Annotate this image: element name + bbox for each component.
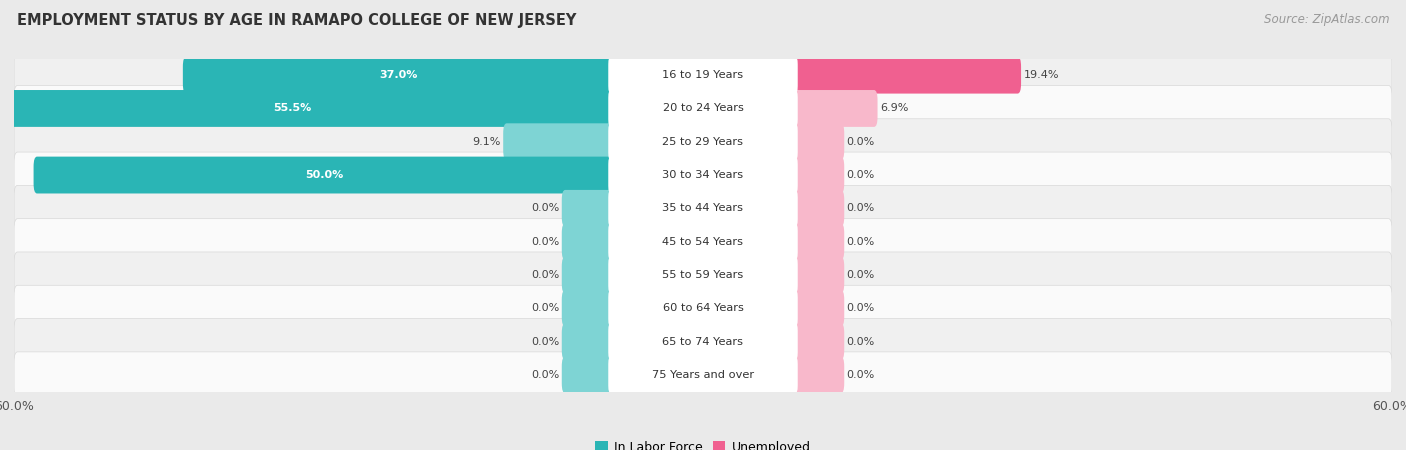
FancyBboxPatch shape [34, 157, 614, 194]
Text: 0.0%: 0.0% [846, 137, 875, 147]
Text: 0.0%: 0.0% [531, 337, 560, 347]
FancyBboxPatch shape [609, 289, 797, 328]
FancyBboxPatch shape [562, 323, 614, 360]
Text: 35 to 44 Years: 35 to 44 Years [662, 203, 744, 213]
FancyBboxPatch shape [609, 156, 797, 194]
FancyBboxPatch shape [609, 356, 797, 394]
FancyBboxPatch shape [14, 185, 1392, 231]
Text: 0.0%: 0.0% [846, 270, 875, 280]
Text: 60 to 64 Years: 60 to 64 Years [662, 303, 744, 313]
FancyBboxPatch shape [609, 122, 797, 161]
FancyBboxPatch shape [562, 190, 614, 227]
Text: 0.0%: 0.0% [531, 237, 560, 247]
Text: 25 to 29 Years: 25 to 29 Years [662, 137, 744, 147]
Text: 30 to 34 Years: 30 to 34 Years [662, 170, 744, 180]
FancyBboxPatch shape [792, 256, 844, 293]
FancyBboxPatch shape [562, 290, 614, 327]
FancyBboxPatch shape [14, 86, 1392, 131]
FancyBboxPatch shape [14, 52, 1392, 98]
Text: 0.0%: 0.0% [846, 170, 875, 180]
FancyBboxPatch shape [562, 256, 614, 293]
Text: 20 to 24 Years: 20 to 24 Years [662, 104, 744, 113]
Text: EMPLOYMENT STATUS BY AGE IN RAMAPO COLLEGE OF NEW JERSEY: EMPLOYMENT STATUS BY AGE IN RAMAPO COLLE… [17, 14, 576, 28]
FancyBboxPatch shape [792, 57, 1021, 94]
FancyBboxPatch shape [792, 190, 844, 227]
FancyBboxPatch shape [503, 123, 614, 160]
FancyBboxPatch shape [792, 157, 844, 194]
FancyBboxPatch shape [609, 222, 797, 261]
FancyBboxPatch shape [14, 285, 1392, 331]
Text: 0.0%: 0.0% [531, 203, 560, 213]
Text: 50.0%: 50.0% [305, 170, 343, 180]
FancyBboxPatch shape [792, 223, 844, 260]
FancyBboxPatch shape [0, 90, 614, 127]
Text: 45 to 54 Years: 45 to 54 Years [662, 237, 744, 247]
Text: 0.0%: 0.0% [531, 370, 560, 380]
Text: 0.0%: 0.0% [846, 237, 875, 247]
FancyBboxPatch shape [183, 57, 614, 94]
FancyBboxPatch shape [562, 356, 614, 393]
FancyBboxPatch shape [14, 252, 1392, 298]
Text: 37.0%: 37.0% [380, 70, 418, 80]
FancyBboxPatch shape [792, 290, 844, 327]
Text: 0.0%: 0.0% [846, 370, 875, 380]
Text: 0.0%: 0.0% [846, 303, 875, 313]
FancyBboxPatch shape [14, 319, 1392, 364]
Text: 0.0%: 0.0% [531, 270, 560, 280]
Text: 55.5%: 55.5% [273, 104, 312, 113]
FancyBboxPatch shape [609, 56, 797, 94]
FancyBboxPatch shape [14, 152, 1392, 198]
FancyBboxPatch shape [792, 123, 844, 160]
FancyBboxPatch shape [14, 119, 1392, 165]
FancyBboxPatch shape [609, 256, 797, 294]
Text: 0.0%: 0.0% [846, 203, 875, 213]
FancyBboxPatch shape [792, 323, 844, 360]
Text: 65 to 74 Years: 65 to 74 Years [662, 337, 744, 347]
Text: Source: ZipAtlas.com: Source: ZipAtlas.com [1264, 14, 1389, 27]
Text: 19.4%: 19.4% [1024, 70, 1059, 80]
Text: 16 to 19 Years: 16 to 19 Years [662, 70, 744, 80]
Text: 75 Years and over: 75 Years and over [652, 370, 754, 380]
FancyBboxPatch shape [609, 89, 797, 128]
FancyBboxPatch shape [609, 189, 797, 228]
FancyBboxPatch shape [562, 223, 614, 260]
Text: 55 to 59 Years: 55 to 59 Years [662, 270, 744, 280]
Text: 9.1%: 9.1% [472, 137, 501, 147]
FancyBboxPatch shape [792, 356, 844, 393]
Text: 6.9%: 6.9% [880, 104, 908, 113]
FancyBboxPatch shape [14, 219, 1392, 265]
Text: 0.0%: 0.0% [531, 303, 560, 313]
FancyBboxPatch shape [609, 322, 797, 361]
FancyBboxPatch shape [792, 90, 877, 127]
Text: 0.0%: 0.0% [846, 337, 875, 347]
Legend: In Labor Force, Unemployed: In Labor Force, Unemployed [591, 436, 815, 450]
FancyBboxPatch shape [14, 352, 1392, 398]
